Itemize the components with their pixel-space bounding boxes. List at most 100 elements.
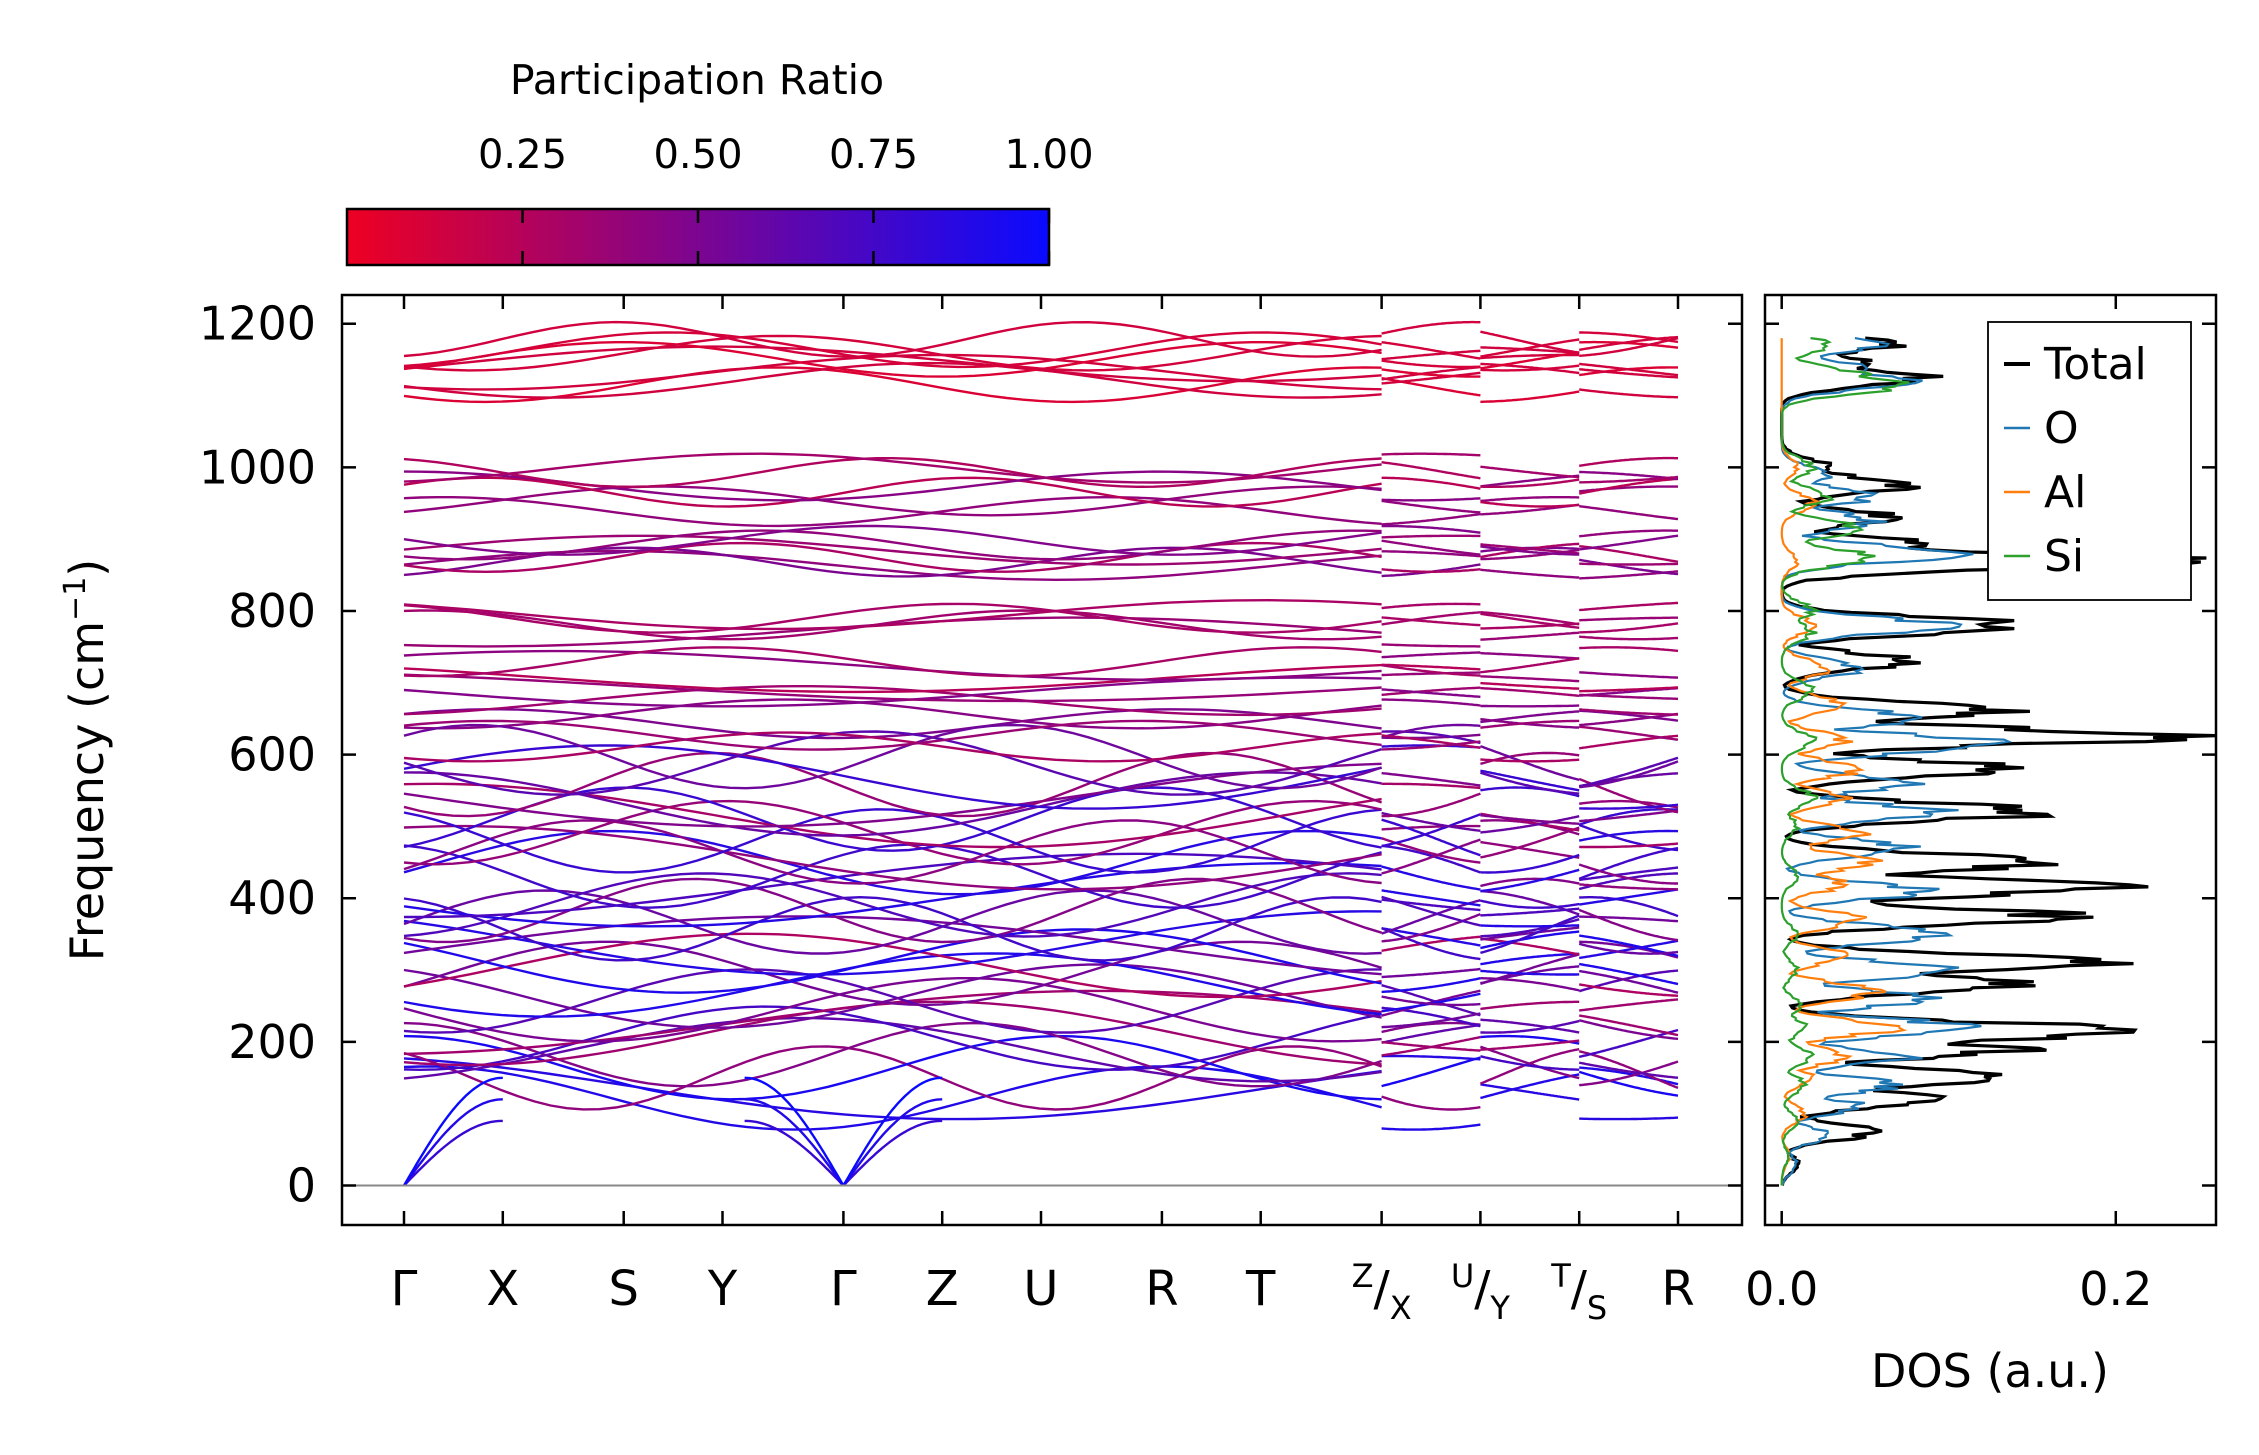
phonon-band: [1381, 723, 1481, 739]
phonon-band: [403, 731, 1382, 763]
dos-lines: [1780, 336, 2216, 1186]
phonon-band: [1579, 1116, 1679, 1121]
acoustic-band: [402, 1076, 503, 1187]
phonon-band: [1381, 651, 1481, 659]
phonon-band: [1381, 792, 1481, 818]
phonon-band: [1480, 1019, 1580, 1034]
phonon-band: [1578, 1061, 1679, 1079]
phonon-band: [403, 963, 1382, 1029]
phonon-band: [1381, 977, 1481, 994]
phonon-band: [1578, 962, 1679, 986]
phonon-band: [1381, 671, 1481, 677]
phonon-band: [1381, 602, 1481, 610]
phonon-band: [1381, 899, 1481, 935]
phonon-band: [1480, 815, 1580, 834]
phonon-band: [1579, 562, 1678, 566]
phonon-band: [1480, 826, 1580, 859]
y-tick-label: 800: [228, 584, 316, 638]
kpoint-label: S: [608, 1261, 638, 1317]
phonon-band: [1480, 500, 1580, 508]
legend-label: Si: [2044, 531, 2084, 582]
phonon-band: [1381, 992, 1481, 1013]
phonon-band: [1381, 782, 1481, 790]
phonon-band: [1480, 745, 1580, 782]
phonon-band: [1480, 924, 1580, 928]
phonon-band: [1480, 877, 1580, 888]
colorbar-tick-label: 1.00: [1004, 132, 1093, 178]
acoustic-band: [744, 1119, 845, 1187]
phonon-band: [403, 1016, 1382, 1083]
legend-label: Al: [2044, 467, 2086, 518]
phonon-band: [1381, 497, 1481, 502]
phonon-band: [1381, 643, 1481, 648]
colorbar-tick-label: 0.25: [478, 132, 567, 178]
acoustic-band: [403, 1098, 503, 1187]
phonon-band: [1579, 799, 1679, 809]
phonon-band: [403, 940, 1382, 1007]
phonon-band: [1480, 840, 1580, 859]
phonon-band: [403, 646, 1382, 678]
dos-series-si: [1780, 337, 1910, 1186]
phonon-band: [1480, 926, 1580, 941]
phonon-band: [1381, 926, 1481, 961]
phonon-band: [1381, 935, 1481, 952]
kpoint-label-sub: S: [1587, 1289, 1607, 1327]
phonon-band: [1480, 719, 1580, 729]
kpoint-label-main: /: [1571, 1261, 1588, 1317]
y-axis-label-close: ): [60, 559, 114, 577]
legend-box: [1987, 321, 2192, 601]
phonon-band: [1480, 1083, 1580, 1101]
phonon-band: [1579, 712, 1679, 727]
phonon-band: [1381, 898, 1481, 912]
phonon-band: [1480, 953, 1580, 985]
dos-x-tick-label: 0.2: [2079, 1262, 2152, 1316]
phonon-band: [1480, 758, 1580, 763]
y-axis-label-text: Frequency (cm: [60, 621, 114, 961]
acoustic-band: [842, 1119, 943, 1187]
y-tick-label: 200: [228, 1015, 316, 1069]
phonon-band: [403, 843, 1382, 909]
phonon-band: [1579, 686, 1678, 693]
phonon-band: [1480, 969, 1580, 976]
phonon-band: [403, 1021, 1382, 1088]
phonon-band: [1579, 646, 1679, 653]
phonon-band: [1579, 456, 1678, 467]
kpoint-label-main: /: [1374, 1261, 1391, 1317]
phonon-band: [1579, 998, 1679, 1012]
phonon-band: [1579, 505, 1679, 521]
phonon-band: [1480, 330, 1580, 354]
phonon-band: [1480, 687, 1580, 697]
phonon-band: [1480, 675, 1580, 683]
phonon-band: [1579, 803, 1679, 810]
phonon-band: [1381, 368, 1481, 378]
phonon-band: [1578, 823, 1679, 852]
phonon-band: [1579, 331, 1679, 344]
phonon-band: [1578, 942, 1679, 955]
phonon-band: [1578, 934, 1679, 958]
phonon-band: [1381, 818, 1481, 857]
phonon-band: [403, 366, 1382, 404]
phonon-band: [1480, 1018, 1580, 1034]
kpoint-label-sup: Z: [1352, 1257, 1374, 1295]
phonon-band: [1381, 688, 1481, 698]
phonon-band: [1480, 717, 1580, 729]
phonon-band: [403, 663, 1382, 694]
phonon-band: [404, 852, 1382, 919]
phonon-band: [1480, 814, 1580, 825]
phonon-band: [1579, 760, 1679, 789]
phonon-band: [403, 977, 1382, 1043]
phonon-band: [403, 598, 1382, 631]
acoustic-band: [842, 1098, 943, 1187]
phonon-band: [403, 928, 1382, 994]
phonon-band: [403, 895, 1382, 962]
phonon-band: [1381, 476, 1481, 490]
band-lines: [402, 320, 1679, 1187]
phonon-band: [1579, 883, 1678, 891]
phonon-band: [1579, 622, 1679, 634]
y-tick-label: 400: [228, 871, 316, 925]
legend-label: O: [2044, 403, 2079, 454]
phonon-band: [403, 808, 1382, 874]
kpoint-label-sub: Y: [1489, 1289, 1510, 1327]
